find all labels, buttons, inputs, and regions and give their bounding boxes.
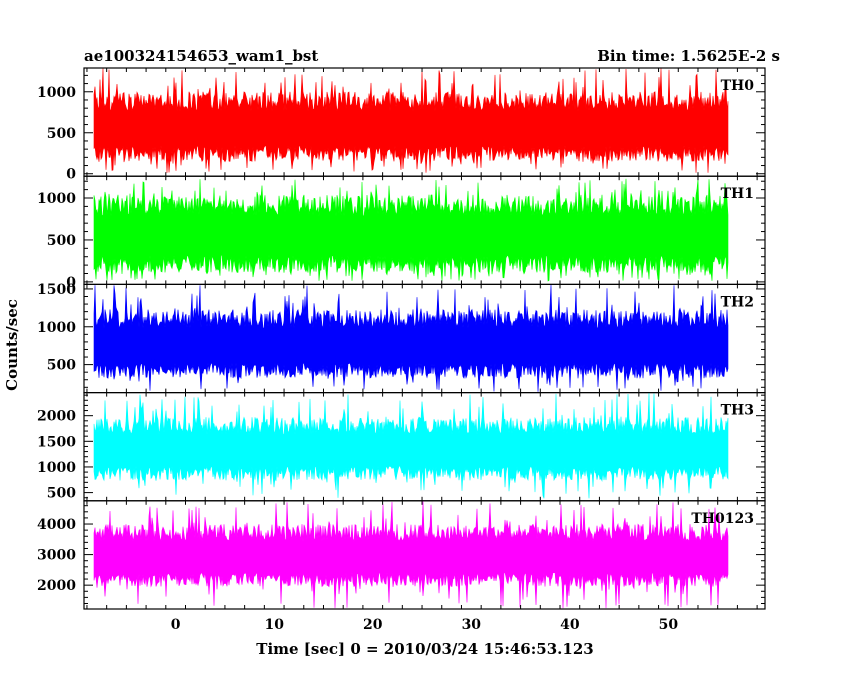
- series-th1: [93, 178, 729, 282]
- panel-label-th2: TH2: [721, 294, 754, 310]
- y-tick-label: 1500: [37, 282, 76, 298]
- x-tick-label: 10: [264, 617, 284, 633]
- x-tick-label: 50: [659, 617, 679, 633]
- y-tick-label: 2000: [37, 578, 76, 594]
- panel-th0123: 2000 3000 4000 TH0123: [37, 500, 766, 610]
- y-tick-label: 1000: [37, 191, 76, 207]
- y-tick-label: 0: [66, 167, 76, 183]
- panel-th3: 500 1000 1500 2000 TH3: [37, 392, 766, 502]
- chart-title: ae100324154653_wam1_bst: [84, 47, 318, 65]
- panel-label-th0: TH0: [721, 78, 755, 94]
- y-tick-label: 0: [66, 275, 76, 291]
- x-tick-label: 20: [363, 617, 383, 633]
- x-tick-label: 0: [171, 617, 181, 633]
- y-tick-label: 500: [47, 486, 76, 502]
- x-tick-label: 40: [560, 617, 580, 633]
- y-axis-label: Counts/sec: [3, 299, 21, 391]
- y-tick-label: 500: [47, 358, 76, 374]
- series-th2: [93, 284, 729, 392]
- y-tick-label: 1000: [37, 460, 76, 476]
- y-tick-label: 1500: [37, 434, 76, 450]
- panel-th1: 0 500 1000 TH1: [37, 175, 766, 291]
- panel-th0: 0 500 1000 TH0: [37, 67, 766, 183]
- panel-th2: 500 1000 1500 TH2: [37, 282, 766, 394]
- series-th0123: [93, 501, 729, 609]
- x-axis: 0 10 20 30 40 50: [171, 617, 679, 633]
- panel-label-th0123: TH0123: [691, 511, 754, 527]
- y-tick-label: 4000: [37, 517, 76, 533]
- x-tick-label: 30: [462, 617, 482, 633]
- y-tick-label: 1000: [37, 320, 76, 336]
- panels: 0 500 1000 TH0 0 500 1000 TH1 500 1000 1500 TH2 500 1…: [37, 67, 766, 610]
- panel-label-th1: TH1: [721, 186, 754, 202]
- y-tick-label: 500: [47, 233, 76, 249]
- y-tick-label: 2000: [37, 409, 76, 425]
- y-tick-label: 1000: [37, 85, 76, 101]
- y-tick-label: 500: [47, 126, 76, 142]
- panel-label-th3: TH3: [721, 403, 754, 419]
- bin-time-label: Bin time: 1.5625E-2 s: [597, 47, 780, 65]
- series-th0: [93, 68, 729, 173]
- y-tick-label: 3000: [37, 548, 76, 564]
- series-th3: [93, 392, 729, 499]
- x-axis-label: Time [sec] 0 = 2010/03/24 15:46:53.123: [256, 640, 593, 658]
